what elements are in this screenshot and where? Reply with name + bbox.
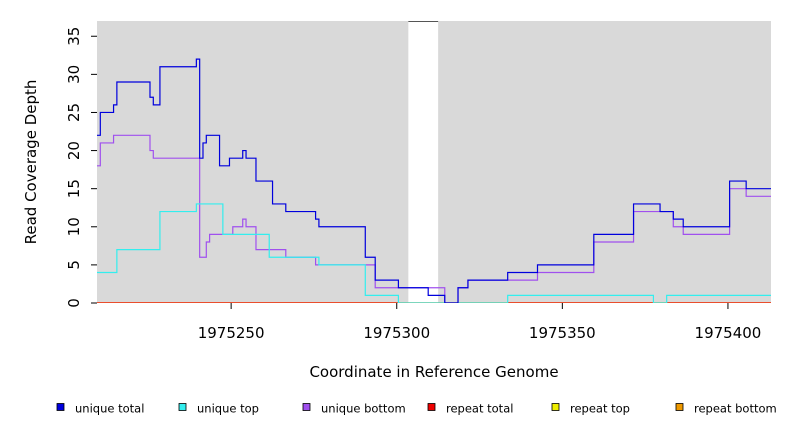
legend-swatch xyxy=(675,403,684,411)
x-tick-label: 1975400 xyxy=(695,324,762,342)
series-layer xyxy=(97,58,771,303)
series-line-unique-top xyxy=(97,203,771,303)
y-tick-label: 5 xyxy=(65,260,83,270)
y-tick-label: 0 xyxy=(65,298,83,308)
y-tick-label: 20 xyxy=(65,141,83,160)
legend-swatch xyxy=(178,403,187,411)
legend-label: repeat bottom xyxy=(694,402,777,416)
y-tick-label: 35 xyxy=(65,27,83,46)
legend-label: unique top xyxy=(197,402,259,416)
plot-background xyxy=(97,21,771,303)
legend-item-unique-top: unique top xyxy=(178,402,259,416)
legend-label: repeat top xyxy=(570,402,630,416)
x-tick-label: 1975250 xyxy=(198,324,265,342)
y-tick-label: 30 xyxy=(65,65,83,84)
x-tick-label: 1975350 xyxy=(529,324,596,342)
legend-label: unique total xyxy=(75,402,144,416)
y-tick-label: 10 xyxy=(65,217,83,236)
legend-item-repeat-total: repeat total xyxy=(427,402,513,416)
plot-area-left xyxy=(97,21,409,303)
x-axis-title: Coordinate in Reference Genome xyxy=(309,363,558,381)
y-axis-title: Read Coverage Depth xyxy=(22,80,40,245)
legend-item-repeat-top: repeat top xyxy=(551,402,630,416)
legend-item-unique-total: unique total xyxy=(56,402,144,416)
y-tick-label: 25 xyxy=(65,103,83,122)
legend-swatch xyxy=(427,403,436,411)
legend-swatch xyxy=(302,403,311,411)
series-line-unique-total xyxy=(97,58,771,303)
legend-item-repeat-bottom: repeat bottom xyxy=(675,402,777,416)
y-tick-label: 15 xyxy=(65,179,83,198)
legend: unique total unique top unique bottom repea… xyxy=(56,402,777,416)
legend-swatch xyxy=(551,403,560,411)
legend-swatch xyxy=(56,403,65,411)
legend-label: repeat total xyxy=(446,402,513,416)
axes-layer: 0 5 10 15 20 25 30 35 1975250 1975300 1975350 19754… xyxy=(65,27,761,342)
legend-label: unique bottom xyxy=(321,402,406,416)
plot-area-right xyxy=(438,21,771,303)
legend-item-unique-bottom: unique bottom xyxy=(302,402,406,416)
x-tick-label: 1975300 xyxy=(363,324,430,342)
